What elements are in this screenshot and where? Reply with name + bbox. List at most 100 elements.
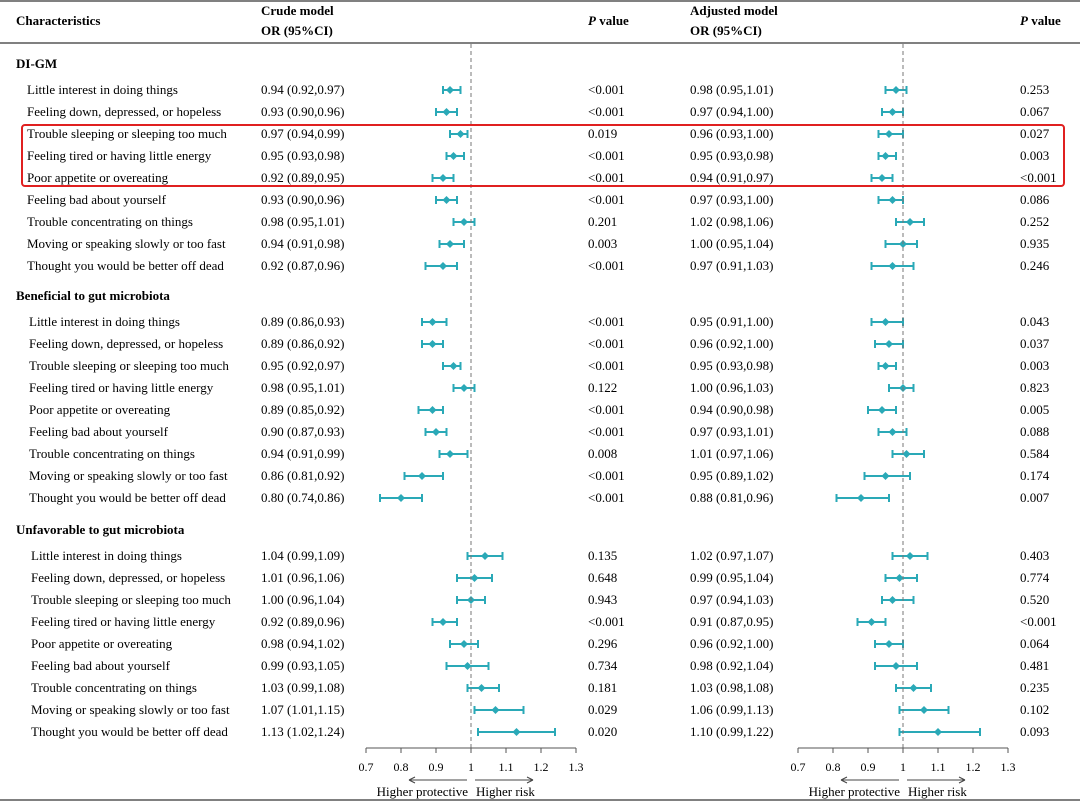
crude-or-point	[449, 362, 458, 370]
adjusted-or-text: 1.03 (0.98,1.08)	[690, 680, 773, 695]
crude-or-text: 1.00 (0.96,1.04)	[261, 592, 344, 607]
crude-or-point	[432, 428, 440, 436]
row-label: Little interest in doing things	[29, 314, 180, 329]
adjusted-or-point	[934, 728, 942, 736]
adjusted-p-value: 0.027	[1020, 126, 1050, 141]
adjusted-or-text: 0.97 (0.94,1.00)	[690, 104, 773, 119]
crude-or-text: 0.92 (0.89,0.96)	[261, 614, 344, 629]
adjusted-or-text: 0.96 (0.93,1.00)	[690, 126, 773, 141]
adjusted-p-value: 0.584	[1020, 446, 1050, 461]
crude-tick-label: 0.9	[429, 760, 444, 774]
group-title: DI-GM	[16, 56, 57, 71]
crude-or-text: 1.13 (1.02,1.24)	[261, 724, 344, 739]
crude-left-footer-label: Higher protective	[377, 784, 469, 799]
crude-or-point	[439, 174, 447, 182]
adjusted-or-point	[920, 706, 928, 714]
row-label: Feeling down, depressed, or hopeless	[29, 336, 223, 351]
adjusted-tick-label: 1.3	[1001, 760, 1016, 774]
crude-p-value: 0.181	[588, 680, 617, 695]
row-label: Trouble concentrating on things	[29, 446, 195, 461]
row-label: Feeling tired or having little energy	[31, 614, 216, 629]
crude-or-text: 0.80 (0.74,0.86)	[261, 490, 344, 505]
crude-p-value: 0.943	[588, 592, 617, 607]
adjusted-or-text: 0.95 (0.93,0.98)	[690, 148, 773, 163]
adjusted-or-point	[892, 86, 900, 94]
adjusted-or-text: 0.91 (0.87,0.95)	[690, 614, 773, 629]
header-crude-title: Crude model	[261, 3, 334, 18]
crude-or-text: 0.89 (0.86,0.93)	[261, 314, 344, 329]
crude-or-text: 1.01 (0.96,1.06)	[261, 570, 344, 585]
adjusted-or-point	[888, 196, 897, 204]
adjusted-or-text: 1.00 (0.96,1.03)	[690, 380, 773, 395]
header-adjusted-or: OR (95%CI)	[690, 23, 762, 38]
adjusted-p-value: <0.001	[1020, 614, 1057, 629]
row-label: Thought you would be better off dead	[31, 724, 228, 739]
adjusted-p-value: 0.093	[1020, 724, 1049, 739]
adjusted-p-value: 0.253	[1020, 82, 1049, 97]
crude-or-text: 1.07 (1.01,1.15)	[261, 702, 344, 717]
crude-p-value: <0.001	[588, 614, 625, 629]
crude-right-footer-label: Higher risk	[476, 784, 535, 799]
crude-p-value: 0.201	[588, 214, 617, 229]
crude-or-point	[446, 240, 454, 248]
crude-or-text: 1.04 (0.99,1.09)	[261, 548, 344, 563]
crude-or-point	[470, 574, 479, 582]
crude-or-point	[446, 86, 454, 94]
adjusted-right-footer-label: Higher risk	[908, 784, 967, 799]
adjusted-left-arrow-head	[840, 776, 848, 784]
crude-or-point	[442, 108, 451, 116]
crude-or-point	[446, 450, 454, 458]
adjusted-p-value: 0.005	[1020, 402, 1049, 417]
adjusted-or-point	[909, 684, 918, 692]
row-label: Trouble concentrating on things	[31, 680, 197, 695]
adjusted-or-point	[885, 340, 893, 348]
crude-or-point	[428, 406, 437, 414]
crude-or-text: 0.90 (0.87,0.93)	[261, 424, 344, 439]
row-label: Feeling bad about yourself	[27, 192, 167, 207]
adjusted-right-arrow-head	[958, 776, 966, 784]
crude-left-arrow-head	[408, 776, 416, 784]
crude-or-point	[491, 706, 500, 714]
adjusted-p-value: 0.043	[1020, 314, 1049, 329]
crude-p-value: 0.029	[588, 702, 617, 717]
row-label: Feeling tired or having little energy	[29, 380, 214, 395]
row-label: Trouble sleeping or sleeping too much	[27, 126, 227, 141]
crude-p-value: <0.001	[588, 402, 625, 417]
adjusted-tick-label: 0.7	[791, 760, 806, 774]
adjusted-or-text: 0.97 (0.91,1.03)	[690, 258, 773, 273]
adjusted-p-value: 0.246	[1020, 258, 1050, 273]
crude-p-value: <0.001	[588, 170, 625, 185]
crude-or-point	[418, 472, 426, 480]
crude-p-value: 0.008	[588, 446, 617, 461]
adjusted-or-text: 1.01 (0.97,1.06)	[690, 446, 773, 461]
header-crude-value-word: value	[596, 13, 629, 28]
adjusted-or-text: 0.98 (0.95,1.01)	[690, 82, 773, 97]
crude-or-text: 0.97 (0.94,0.99)	[261, 126, 344, 141]
crude-or-text: 0.89 (0.86,0.92)	[261, 336, 344, 351]
header-adjusted-p: P	[1020, 13, 1029, 28]
adjusted-or-text: 0.88 (0.81,0.96)	[690, 490, 773, 505]
header-crude-p: P	[588, 13, 597, 28]
adjusted-or-point	[885, 640, 893, 648]
crude-or-point	[439, 618, 447, 626]
crude-p-value: 0.003	[588, 236, 617, 251]
adjusted-or-text: 0.96 (0.92,1.00)	[690, 336, 773, 351]
adjusted-or-text: 1.02 (0.98,1.06)	[690, 214, 773, 229]
crude-or-text: 0.95 (0.93,0.98)	[261, 148, 344, 163]
row-label: Poor appetite or overeating	[27, 170, 169, 185]
adjusted-p-value: 0.088	[1020, 424, 1049, 439]
crude-or-point	[460, 384, 468, 392]
adjusted-p-value: 0.003	[1020, 358, 1049, 373]
crude-or-text: 0.86 (0.81,0.92)	[261, 468, 344, 483]
header-characteristics: Characteristics	[16, 13, 100, 28]
marks-layer	[379, 86, 981, 736]
crude-or-text: 1.03 (0.99,1.08)	[261, 680, 344, 695]
crude-or-point	[456, 130, 465, 138]
crude-tick-label: 1.3	[569, 760, 584, 774]
adjusted-tick-label: 1	[900, 760, 906, 774]
adjusted-or-text: 0.95 (0.93,0.98)	[690, 358, 773, 373]
adjusted-or-point	[881, 318, 890, 326]
adjusted-or-text: 0.95 (0.89,1.02)	[690, 468, 773, 483]
row-label: Poor appetite or overeating	[29, 402, 171, 417]
crude-or-point	[512, 728, 521, 736]
